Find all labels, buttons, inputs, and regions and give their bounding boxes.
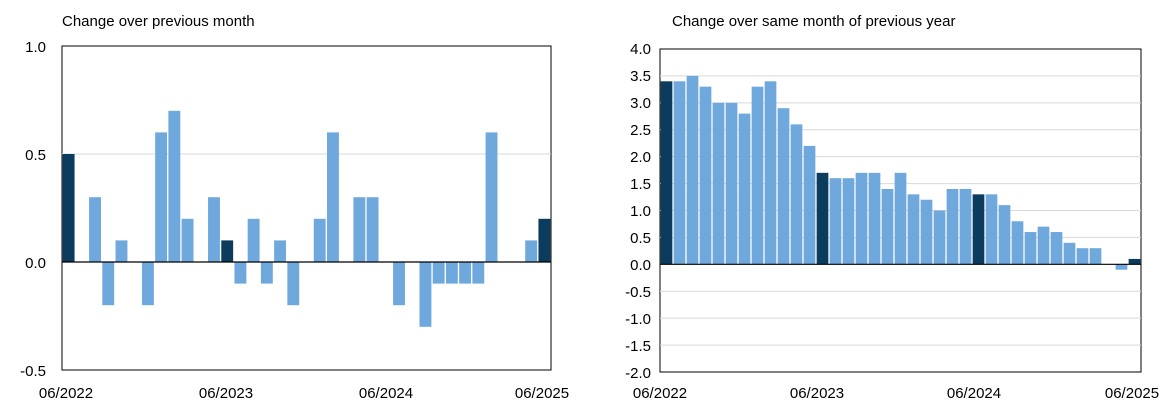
annual-y-tick: -1.0: [625, 311, 651, 328]
annual-bar: [868, 172, 881, 265]
monthly-x-tick: 06/2025: [515, 385, 569, 402]
annual-y-tick: 0.0: [630, 257, 651, 274]
annual-bar: [712, 102, 725, 265]
monthly-bar: [260, 262, 273, 284]
annual-x-tick: 06/2025: [1105, 385, 1159, 402]
annual-bars: [660, 75, 1141, 270]
monthly-bar: [366, 197, 379, 262]
annual-bar: [1076, 248, 1089, 265]
monthly-chart-title: Change over previous month: [62, 13, 255, 30]
monthly-bar: [393, 262, 405, 306]
annual-y-tick: 1.0: [630, 203, 651, 220]
monthly-bar: [472, 262, 485, 284]
annual-y-tick: 1.5: [630, 176, 651, 193]
monthly-bar: [115, 240, 128, 262]
monthly-change-chart: Change over previous month 1.0 0.5 0.0 -…: [20, 13, 569, 402]
annual-x-tick: 06/2023: [790, 385, 844, 402]
annual-bar: [686, 75, 699, 265]
monthly-bar: [141, 262, 154, 306]
annual-bar: [673, 81, 686, 265]
annual-bar: [790, 124, 803, 265]
monthly-x-tick: 06/2023: [199, 385, 253, 402]
annual-bar: [777, 108, 790, 265]
monthly-bar: [89, 197, 101, 262]
monthly-bars: [62, 110, 551, 327]
monthly-bar: [485, 132, 498, 262]
annual-bar: [920, 199, 933, 265]
annual-y-tick: -1.5: [625, 338, 651, 355]
monthly-bar: [432, 262, 445, 284]
annual-bar: [764, 81, 777, 265]
monthly-bar: [459, 262, 472, 284]
annual-y-tick: 4.0: [630, 41, 651, 58]
annual-bar: [1037, 226, 1050, 265]
annual-change-chart: Change over same month of previous year …: [625, 13, 1159, 402]
annual-chart-title: Change over same month of previous year: [672, 13, 955, 30]
monthly-bar: [221, 240, 234, 262]
annual-bar: [842, 178, 855, 265]
annual-y-tick: 2.0: [630, 149, 651, 166]
annual-bar: [1050, 232, 1063, 265]
annual-bar: [946, 188, 959, 265]
annual-x-tick: 06/2024: [947, 385, 1001, 402]
monthly-y-tick: 0.5: [25, 147, 46, 164]
monthly-x-tick: 06/2024: [359, 385, 413, 402]
monthly-x-tick: 06/2022: [39, 385, 93, 402]
annual-bar: [1089, 248, 1102, 265]
annual-bar: [660, 81, 673, 265]
monthly-bar: [181, 218, 194, 262]
monthly-bar: [445, 262, 458, 284]
annual-bar: [985, 194, 998, 265]
annual-bar: [803, 145, 816, 265]
monthly-bar: [353, 197, 366, 262]
monthly-bar: [525, 240, 538, 262]
annual-gridlines: [660, 75, 1141, 346]
monthly-bar: [234, 262, 247, 284]
monthly-bar: [538, 218, 551, 262]
annual-y-tick: 3.0: [630, 95, 651, 112]
annual-bar: [1115, 264, 1128, 270]
annual-bar: [751, 86, 764, 265]
monthly-y-tick: -0.5: [20, 363, 46, 380]
monthly-plot-area: [61, 45, 552, 371]
annual-bar: [855, 172, 868, 265]
monthly-bar: [313, 218, 326, 262]
annual-bar: [1024, 232, 1037, 265]
monthly-y-tick: 1.0: [25, 39, 46, 56]
annual-y-tick: 3.5: [630, 68, 651, 85]
annual-bar: [933, 210, 946, 265]
monthly-bar: [102, 262, 115, 306]
annual-bar: [907, 194, 920, 265]
monthly-bar: [419, 262, 432, 327]
monthly-y-tick: 0.0: [25, 255, 46, 272]
annual-bar: [959, 188, 972, 265]
monthly-bar: [247, 218, 260, 262]
annual-bar: [816, 172, 829, 265]
annual-bar: [894, 172, 907, 265]
annual-bar: [998, 205, 1011, 265]
annual-bar: [881, 188, 894, 265]
annual-bar: [1063, 242, 1076, 265]
monthly-bar: [168, 110, 181, 262]
monthly-bar: [287, 262, 300, 306]
monthly-bar: [155, 132, 168, 262]
annual-bar: [972, 194, 985, 265]
annual-y-tick: 0.5: [630, 230, 651, 247]
monthly-bar: [208, 197, 220, 262]
annual-y-tick: -0.5: [625, 284, 651, 301]
annual-y-tick: 2.5: [630, 122, 651, 139]
annual-y-tick: -2.0: [625, 365, 651, 382]
annual-bar: [1128, 258, 1141, 265]
monthly-bar: [326, 132, 339, 262]
annual-bar: [725, 102, 738, 265]
annual-bar: [1011, 221, 1024, 265]
annual-bar: [699, 86, 712, 265]
monthly-bar: [62, 154, 75, 262]
monthly-bar: [274, 240, 287, 262]
annual-bar: [738, 113, 751, 265]
annual-bar: [829, 178, 842, 265]
annual-x-tick: 06/2022: [633, 385, 687, 402]
